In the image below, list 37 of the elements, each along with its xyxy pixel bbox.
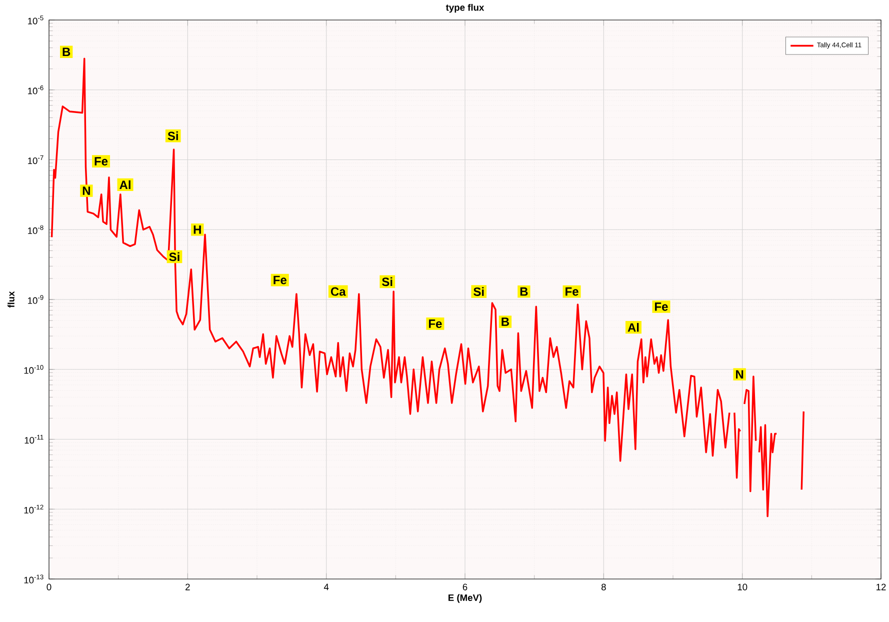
annotation: Fe <box>428 320 442 328</box>
x-tick-label: 0 <box>46 584 52 590</box>
y-tick-label: 10$^{-11}$ <box>24 434 44 444</box>
annotation: Fe <box>566 287 578 296</box>
x-tick-label: 6 <box>462 584 468 590</box>
annotation: H <box>194 226 201 234</box>
annotation: B <box>62 48 70 56</box>
annotation: Fe <box>94 157 108 166</box>
x-tick-label: 4 <box>324 584 329 590</box>
annotation: Fe <box>274 276 286 284</box>
annotation: Ca <box>330 287 346 296</box>
x-tick-label: 2 <box>186 584 190 590</box>
annotation: N <box>736 370 744 378</box>
x-axis-title: E (MeV) <box>448 594 482 603</box>
annotation: B <box>502 318 509 326</box>
y-tick-label: 10$^{-5}$ <box>28 16 44 24</box>
x-tick-label: 12 <box>876 584 886 590</box>
y-tick-label: 10$^{-13}$ <box>24 574 44 584</box>
y-axis-title: flux <box>8 291 14 308</box>
chart-title: type flux <box>446 4 484 13</box>
annotation: B <box>520 287 528 296</box>
x-tick-label: 8 <box>601 584 606 590</box>
annotation: Si <box>169 252 180 262</box>
x-tick-label: 10 <box>738 584 748 590</box>
annotation: Fe <box>655 302 668 311</box>
y-tick-label: 10$^{-10}$ <box>24 364 44 374</box>
annotation: Si <box>382 277 392 286</box>
y-tick-label: 10$^{-6}$ <box>28 85 44 94</box>
y-tick-label: 10$^{-9}$ <box>28 295 44 304</box>
annotation: Si <box>168 131 178 140</box>
annotation: Al <box>628 322 639 332</box>
annotation: N <box>82 186 90 195</box>
annotation: Al <box>120 180 130 190</box>
annotation: Si <box>474 287 484 296</box>
y-tick-label: 10$^{-7}$ <box>28 155 44 164</box>
y-tick-label: 10$^{-12}$ <box>24 504 44 514</box>
y-tick-label: 10$^{-8}$ <box>28 225 44 234</box>
